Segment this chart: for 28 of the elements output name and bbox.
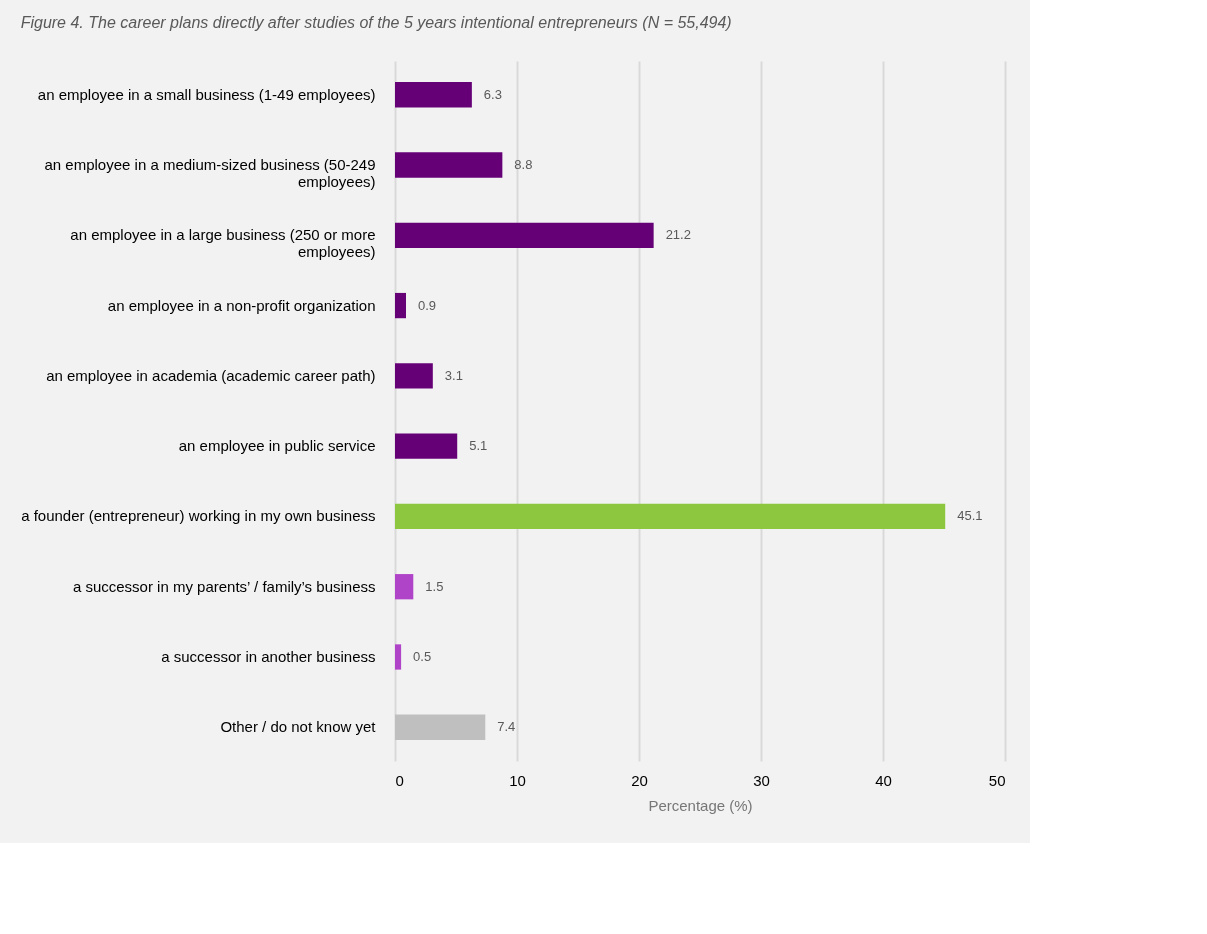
data-label: 5.1 xyxy=(469,438,488,454)
x-tick-label: 10 xyxy=(509,771,526,789)
y-tick-label: an employee in a large business (250 or more employees) xyxy=(70,226,376,261)
chart-title: Figure 4. The career plans directly after studies of the 5 years intentional entrepreneurs (N = 55,494) xyxy=(20,14,732,31)
x-tick-label: 20 xyxy=(631,771,648,789)
y-tick-label: a successor in another business xyxy=(161,647,376,665)
data-label: 45.1 xyxy=(957,508,983,524)
data-label: 21.2 xyxy=(665,227,691,243)
data-label: 8.8 xyxy=(514,157,533,173)
y-tick-label: an employee in a small business (1-49 employees) xyxy=(37,85,376,103)
y-tick-label: a successor in my parents’ / family’s business xyxy=(72,577,376,595)
data-label: 1.5 xyxy=(425,578,444,594)
x-tick-label: 50 xyxy=(988,771,1006,789)
data-label: 0.5 xyxy=(413,648,432,664)
data-label: 3.1 xyxy=(444,367,463,383)
y-tick-label: an employee in a non-profit organization xyxy=(107,296,376,314)
x-tick-label: 40 xyxy=(875,771,892,789)
data-label: 7.4 xyxy=(497,719,516,735)
data-label: 6.3 xyxy=(483,86,502,102)
y-tick-label: Other / do not know yet xyxy=(220,718,377,736)
y-tick-label: an employee in academia (academic career path) xyxy=(46,366,376,384)
x-tick-label: 0 xyxy=(395,771,404,789)
y-tick-label: a founder (entrepreneur) working in my own business xyxy=(21,507,376,525)
x-axis-title: Percentage (%) xyxy=(648,796,753,814)
x-tick-label: 30 xyxy=(753,771,770,789)
y-tick-label: an employee in a medium-sized business (50-249 employees) xyxy=(44,156,376,191)
y-tick-label: an employee in public service xyxy=(178,437,376,455)
data-label: 0.9 xyxy=(417,297,437,313)
